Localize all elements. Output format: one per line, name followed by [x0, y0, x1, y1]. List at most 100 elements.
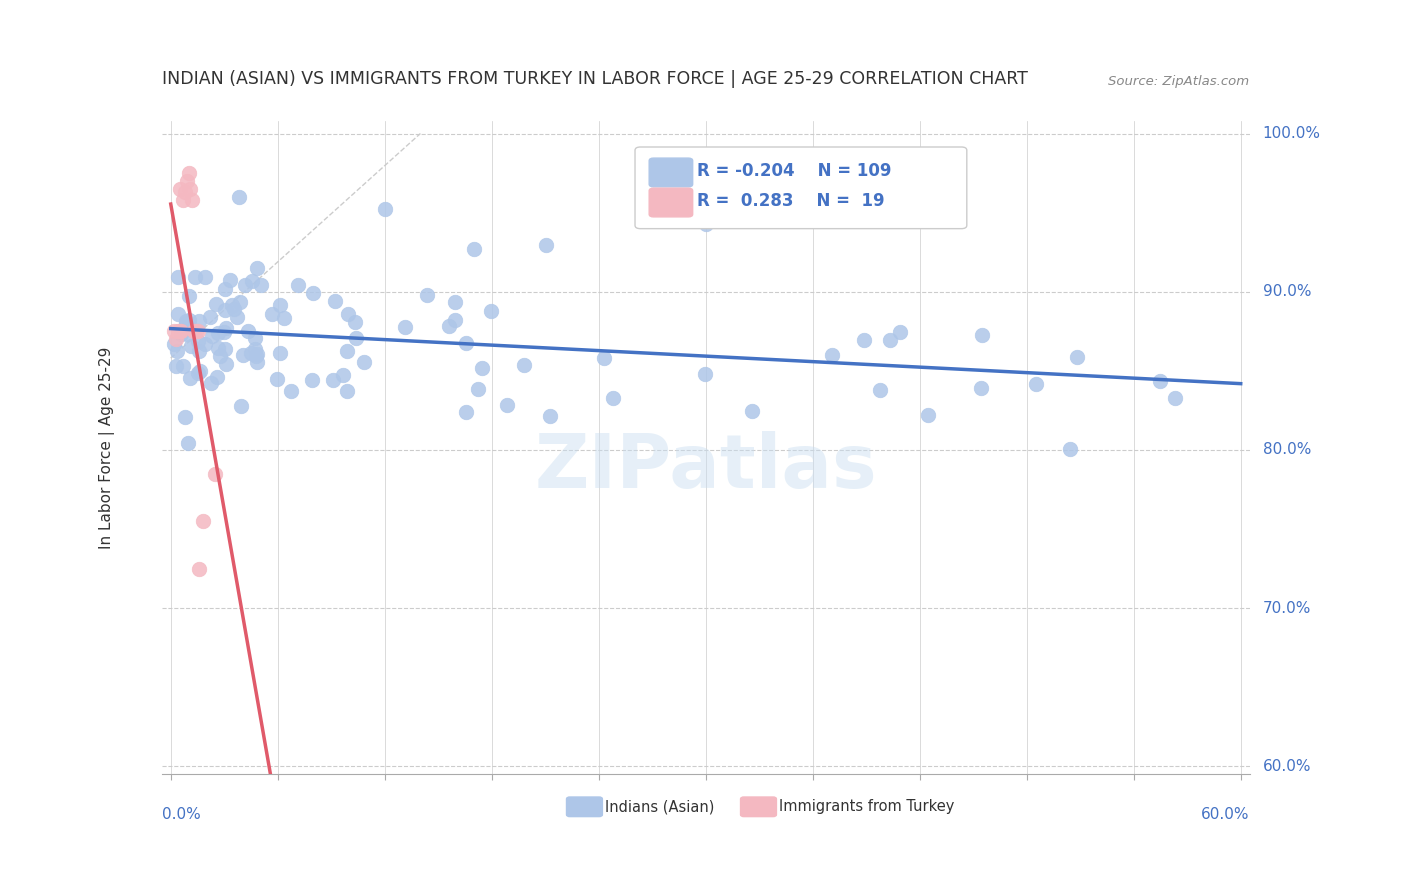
Point: [170, 326, 193, 341]
Point: [266, 372, 288, 386]
Point: [246, 355, 269, 369]
Point: [243, 331, 266, 345]
Point: [337, 308, 360, 322]
FancyBboxPatch shape: [650, 158, 693, 186]
Point: [301, 373, 323, 387]
Point: [214, 302, 236, 317]
Point: [207, 369, 229, 384]
Point: [180, 339, 202, 353]
Point: [200, 376, 222, 390]
Point: [184, 324, 207, 338]
Point: [187, 367, 209, 381]
Point: [177, 436, 200, 450]
Point: [240, 274, 263, 288]
Point: [187, 334, 209, 349]
Point: [353, 354, 375, 368]
Point: [174, 185, 197, 199]
Point: [879, 334, 901, 348]
Point: [177, 289, 200, 303]
Text: 60.0%: 60.0%: [1201, 806, 1250, 822]
Point: [246, 347, 269, 361]
Point: [167, 307, 190, 321]
Point: [695, 217, 717, 231]
Text: Indians (Asian): Indians (Asian): [605, 799, 714, 814]
Point: [214, 325, 236, 339]
Point: [269, 346, 291, 360]
Point: [538, 409, 561, 423]
Text: R = -0.204    N = 109: R = -0.204 N = 109: [697, 162, 891, 180]
Point: [463, 242, 485, 256]
Point: [437, 318, 460, 333]
Point: [228, 190, 250, 204]
Point: [250, 278, 273, 293]
Point: [193, 270, 215, 285]
Text: 100.0%: 100.0%: [1263, 126, 1320, 141]
Point: [323, 293, 346, 308]
Point: [207, 326, 229, 340]
Point: [207, 341, 229, 355]
Point: [224, 302, 246, 317]
FancyBboxPatch shape: [741, 797, 776, 816]
Point: [269, 298, 291, 312]
Point: [176, 174, 198, 188]
Point: [467, 382, 489, 396]
Point: [172, 193, 194, 207]
Point: [174, 316, 197, 330]
Text: Immigrants from Turkey: Immigrants from Turkey: [779, 799, 955, 814]
Point: [179, 182, 201, 196]
Point: [238, 324, 260, 338]
Point: [214, 282, 236, 296]
Point: [233, 278, 256, 293]
Point: [456, 405, 478, 419]
Point: [176, 326, 198, 341]
Text: Source: ZipAtlas.com: Source: ZipAtlas.com: [1108, 75, 1250, 88]
Text: 60.0%: 60.0%: [1263, 759, 1312, 773]
Point: [183, 324, 205, 338]
Point: [302, 286, 325, 301]
Point: [321, 373, 343, 387]
Point: [471, 361, 494, 376]
Point: [183, 324, 205, 338]
Point: [173, 409, 195, 424]
Point: [169, 182, 191, 196]
Point: [970, 381, 993, 395]
Point: [853, 333, 876, 347]
Point: [188, 561, 211, 575]
Point: [179, 371, 201, 385]
Text: INDIAN (ASIAN) VS IMMIGRANTS FROM TURKEY IN LABOR FORCE | AGE 25-29 CORRELATION : INDIAN (ASIAN) VS IMMIGRANTS FROM TURKEY…: [162, 70, 1028, 88]
Point: [332, 368, 354, 383]
Point: [200, 310, 222, 324]
Point: [513, 358, 536, 372]
Point: [165, 359, 187, 373]
Point: [344, 315, 367, 329]
Text: ZIPatlas: ZIPatlas: [534, 431, 877, 504]
Point: [163, 336, 186, 351]
Point: [172, 359, 194, 373]
Point: [188, 364, 211, 378]
Point: [280, 384, 302, 398]
Point: [869, 383, 891, 397]
Point: [177, 166, 200, 180]
Point: [214, 342, 236, 356]
Point: [444, 294, 467, 309]
Point: [167, 324, 190, 338]
Point: [821, 348, 844, 362]
Point: [479, 304, 502, 318]
Point: [245, 342, 267, 356]
Point: [169, 324, 191, 338]
Point: [287, 278, 309, 293]
Point: [415, 288, 437, 302]
Point: [246, 261, 269, 276]
Point: [166, 269, 188, 284]
Point: [174, 314, 197, 328]
Point: [209, 350, 232, 364]
Point: [163, 324, 186, 338]
Point: [741, 404, 763, 418]
Point: [229, 294, 252, 309]
Point: [1066, 350, 1088, 364]
Point: [972, 327, 994, 342]
Point: [695, 367, 717, 381]
Text: 0.0%: 0.0%: [162, 806, 201, 822]
Point: [394, 319, 416, 334]
Point: [170, 324, 193, 338]
